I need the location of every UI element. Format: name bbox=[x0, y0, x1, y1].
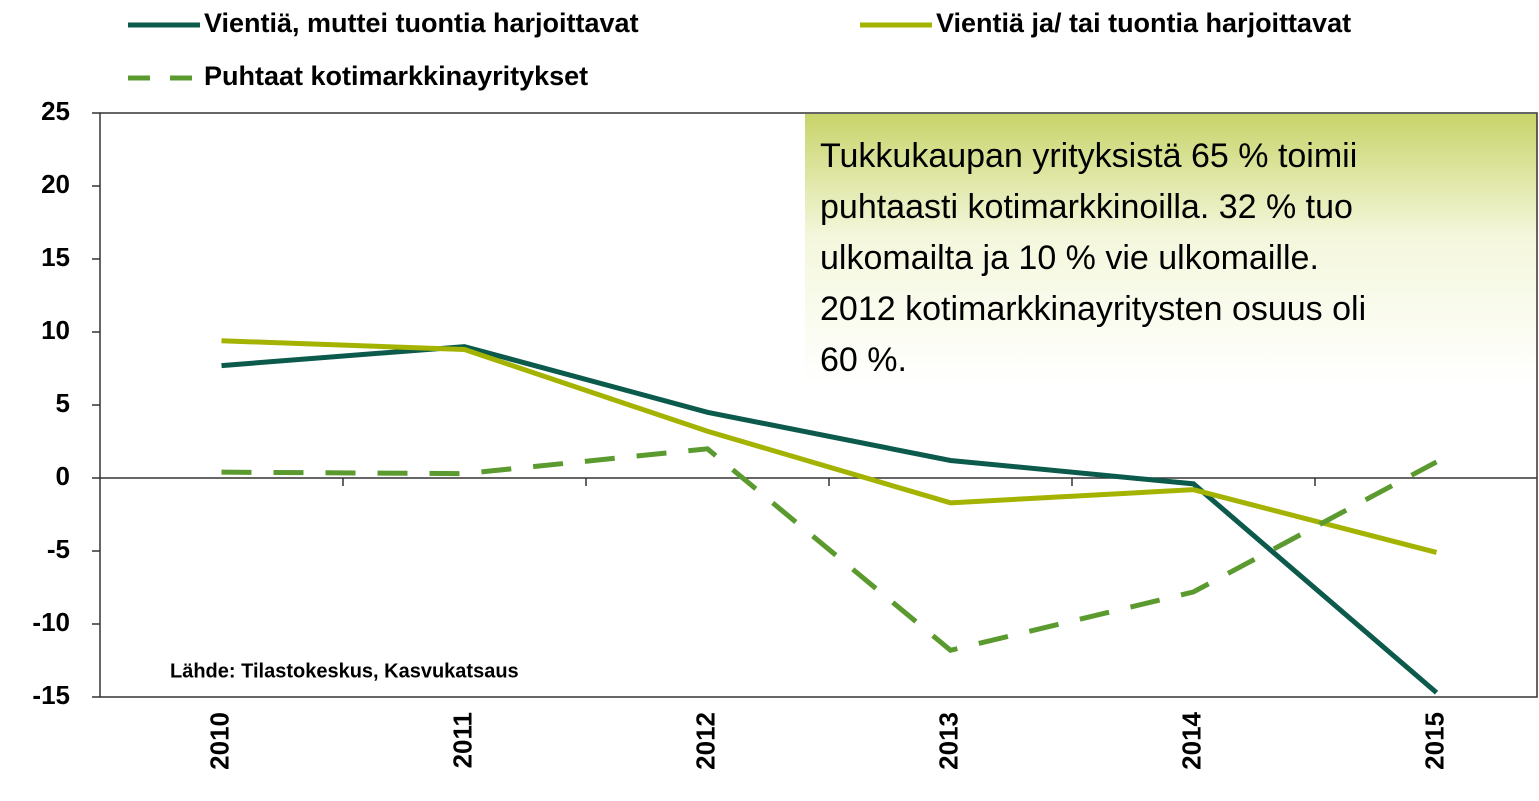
annotation-text: ulkomailta ja 10 % vie ulkomaille. bbox=[820, 239, 1319, 277]
x-tick-label: 2013 bbox=[933, 712, 963, 770]
y-tick-label: -10 bbox=[32, 607, 70, 637]
x-tick-label: 2011 bbox=[447, 712, 477, 768]
y-tick-label: 0 bbox=[56, 461, 70, 491]
y-tick-label: 10 bbox=[41, 315, 70, 345]
y-tick-label: -15 bbox=[32, 680, 70, 710]
annotation-text: Tukkukaupan yrityksistä 65 % toimii bbox=[820, 137, 1357, 175]
x-tick-label: 2015 bbox=[1419, 712, 1449, 770]
series-line bbox=[221, 344, 1439, 695]
legend-label: Puhtaat kotimarkkinayritykset bbox=[204, 61, 588, 91]
annotation-text: 2012 kotimarkkinayritysten osuus oli bbox=[820, 290, 1366, 328]
annotation-text: 60 %. bbox=[820, 341, 907, 379]
y-tick-label: -5 bbox=[47, 534, 70, 564]
y-tick-label: 5 bbox=[56, 388, 70, 418]
legend-label: Vientiä, muttei tuontia harjoittavat bbox=[204, 8, 639, 38]
source: Lähde: Tilastokeskus, Kasvukatsaus bbox=[170, 660, 519, 682]
y-tick-label: 15 bbox=[41, 242, 70, 272]
legend-label: Vientiä ja/ tai tuontia harjoittavat bbox=[936, 8, 1351, 38]
x-tick-label: 2012 bbox=[690, 712, 720, 770]
x-tick-label: 2014 bbox=[1176, 711, 1206, 769]
annotation-box bbox=[805, 114, 1537, 386]
series-line bbox=[221, 446, 1438, 654]
y-tick-label: 25 bbox=[41, 96, 70, 126]
y-tick-label: 20 bbox=[41, 169, 70, 199]
x-tick-label: 2010 bbox=[204, 712, 234, 770]
series-line bbox=[221, 338, 1438, 555]
annotation-text: puhtaasti kotimarkkinoilla. 32 % tuo bbox=[820, 188, 1353, 226]
